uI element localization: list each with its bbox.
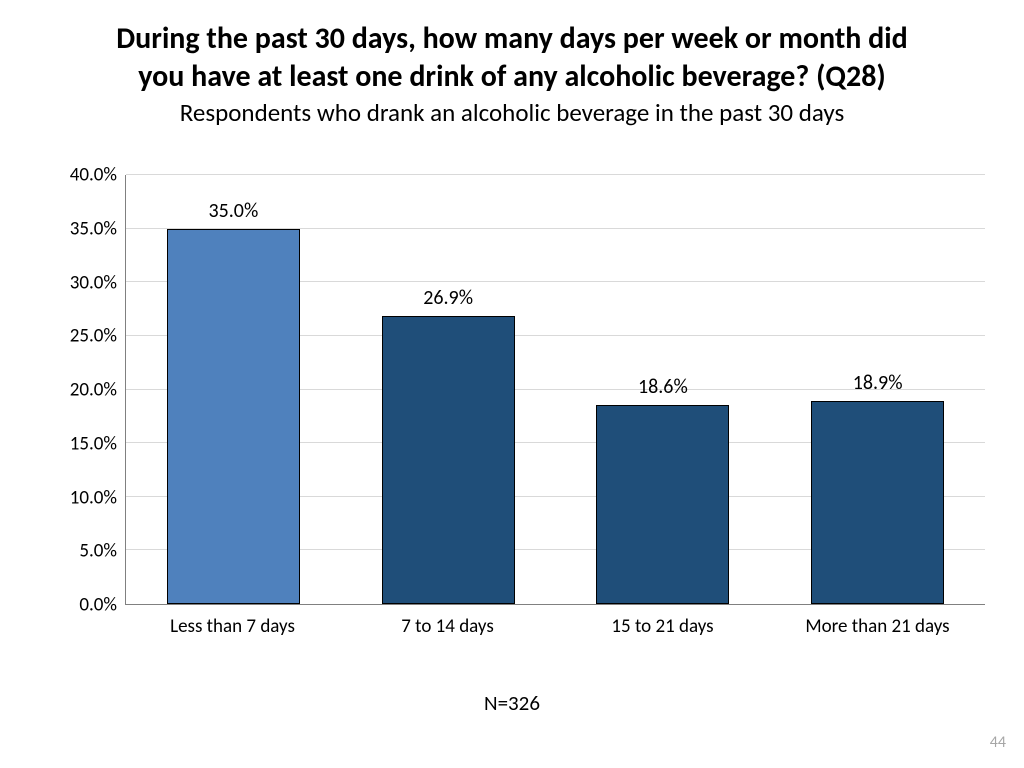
bar-slot: 18.6% xyxy=(556,175,771,604)
plot-area: 35.0% 26.9% 18.6% 18.9% xyxy=(125,175,985,605)
bar-chart: 0.0%5.0%10.0%15.0%20.0%25.0%30.0%35.0%40… xyxy=(45,175,985,645)
y-tick-label: 5.0% xyxy=(45,540,117,563)
y-tick-label: 30.0% xyxy=(45,271,117,294)
bar-value-label: 18.6% xyxy=(638,375,688,399)
y-tick-label: 0.0% xyxy=(45,594,117,617)
x-tick-label: 15 to 21 days xyxy=(555,609,770,645)
y-tick-label: 15.0% xyxy=(45,432,117,455)
sample-size-label: N=326 xyxy=(0,690,1024,716)
y-tick-label: 20.0% xyxy=(45,379,117,402)
bar-value-label: 35.0% xyxy=(208,199,258,223)
bar-rect xyxy=(811,401,944,604)
y-tick-label: 35.0% xyxy=(45,217,117,240)
y-tick-label: 10.0% xyxy=(45,486,117,509)
page-number: 44 xyxy=(990,733,1006,752)
y-axis: 0.0%5.0%10.0%15.0%20.0%25.0%30.0%35.0%40… xyxy=(45,175,117,605)
title-subtitle: Respondents who drank an alcoholic bever… xyxy=(30,97,994,130)
x-axis: Less than 7 days7 to 14 days15 to 21 day… xyxy=(125,609,985,645)
y-tick-label: 40.0% xyxy=(45,164,117,187)
bar-rect xyxy=(167,229,300,604)
bar-slot: 18.9% xyxy=(770,175,985,604)
bar-rect xyxy=(382,316,515,605)
x-tick-label: Less than 7 days xyxy=(125,609,340,645)
bar-rect xyxy=(596,405,729,604)
bar-slot: 35.0% xyxy=(126,175,341,604)
title-line-1: During the past 30 days, how many days p… xyxy=(30,20,994,58)
y-tick-label: 25.0% xyxy=(45,325,117,348)
bar-value-label: 18.9% xyxy=(853,371,903,395)
title-block: During the past 30 days, how many days p… xyxy=(0,0,1024,140)
bar-slot: 26.9% xyxy=(341,175,556,604)
x-tick-label: More than 21 days xyxy=(770,609,985,645)
bar-value-label: 26.9% xyxy=(423,286,473,310)
bars-container: 35.0% 26.9% 18.6% 18.9% xyxy=(126,175,985,604)
x-tick-label: 7 to 14 days xyxy=(340,609,555,645)
title-line-2: you have at least one drink of any alcoh… xyxy=(30,58,994,96)
